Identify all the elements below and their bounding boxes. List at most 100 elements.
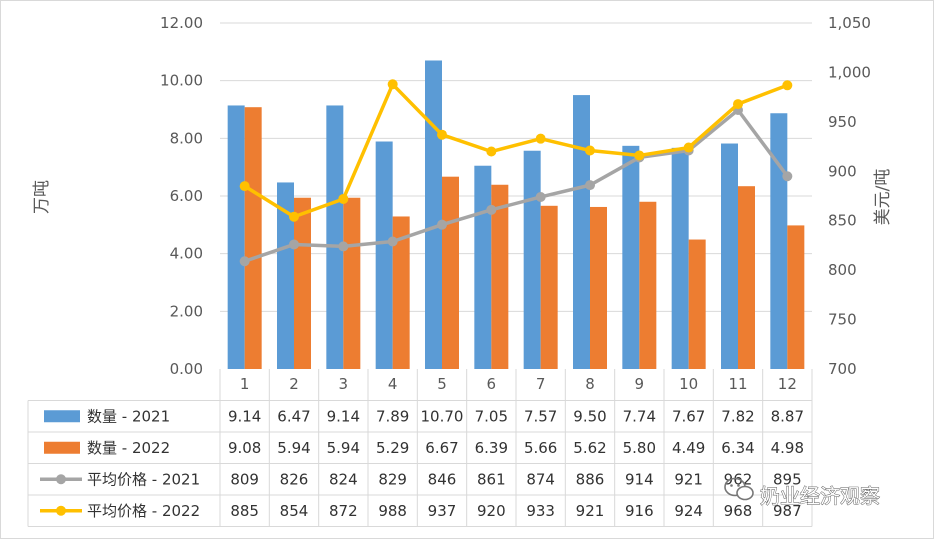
gridlines bbox=[220, 22, 812, 312]
table-cell: 10.70 bbox=[421, 407, 464, 425]
bar bbox=[277, 182, 294, 369]
table-cell: 6.67 bbox=[425, 439, 458, 457]
x-tick-label: 6 bbox=[487, 375, 497, 393]
table-cell: 5.80 bbox=[623, 439, 656, 457]
y-tick-label: 12.00 bbox=[160, 14, 203, 32]
bar bbox=[770, 113, 788, 369]
legend-label: 平均价格 - 2021 bbox=[87, 470, 200, 488]
right-axis-ticks: 700 750 800 850 900 950 1,000 1,050 bbox=[828, 14, 871, 378]
legend-swatch bbox=[44, 410, 80, 423]
bar bbox=[738, 186, 755, 369]
point bbox=[338, 193, 349, 204]
legend-label: 数量 - 2022 bbox=[87, 439, 170, 457]
y2-tick-label: 800 bbox=[828, 261, 857, 279]
x-tick-label: 11 bbox=[728, 375, 747, 393]
table-cell: 9.08 bbox=[228, 439, 261, 457]
bar bbox=[540, 205, 558, 369]
x-tick-label: 7 bbox=[536, 375, 546, 393]
legend-label: 数量 - 2021 bbox=[87, 407, 170, 425]
y-tick-label: 10.00 bbox=[160, 72, 203, 90]
y2-axis-title: 美元/吨 bbox=[873, 169, 893, 226]
bar bbox=[491, 184, 509, 369]
watermark-icon bbox=[724, 477, 754, 501]
table-cell: 895 bbox=[773, 470, 802, 488]
legend-swatch bbox=[44, 441, 80, 454]
x-tick-label: 10 bbox=[679, 375, 698, 393]
x-tick-label: 12 bbox=[778, 375, 797, 393]
table-cell: 924 bbox=[674, 502, 703, 520]
y-tick-label: 8.00 bbox=[170, 129, 203, 147]
point bbox=[634, 150, 645, 161]
bar bbox=[244, 107, 262, 370]
series-line bbox=[244, 108, 789, 263]
table-cell: 9.50 bbox=[573, 407, 606, 425]
table-cell: 5.94 bbox=[327, 439, 360, 457]
x-tick-label: 3 bbox=[339, 375, 349, 393]
table-cell: 4.98 bbox=[771, 439, 804, 457]
point bbox=[585, 145, 595, 156]
table-cell: 885 bbox=[230, 502, 259, 520]
y-tick-label: 2.00 bbox=[170, 302, 203, 320]
table-cell: 8.87 bbox=[771, 407, 804, 425]
y2-tick-label: 700 bbox=[828, 360, 857, 378]
bar bbox=[671, 147, 689, 369]
table-cell: 4.49 bbox=[672, 439, 705, 457]
bar bbox=[622, 145, 640, 369]
point bbox=[289, 211, 299, 222]
point bbox=[733, 99, 743, 110]
point bbox=[535, 133, 546, 144]
table-cell: 9.14 bbox=[228, 407, 261, 425]
table-cell: 9.14 bbox=[327, 407, 360, 425]
point bbox=[338, 241, 349, 252]
table-cell: 861 bbox=[477, 470, 506, 488]
bar bbox=[573, 95, 590, 369]
y2-tick-label: 850 bbox=[828, 212, 857, 230]
y-tick-label: 0.00 bbox=[170, 360, 203, 378]
point bbox=[585, 180, 595, 191]
table-cell: 914 bbox=[625, 470, 654, 488]
point bbox=[535, 191, 546, 202]
bar bbox=[523, 150, 541, 369]
point bbox=[239, 181, 250, 192]
left-axis-ticks: 0.00 2.00 4.00 6.00 8.00 10.00 12.00 bbox=[160, 14, 203, 378]
table-cell: 809 bbox=[230, 470, 259, 488]
bar bbox=[294, 197, 311, 369]
x-tick-label: 5 bbox=[437, 375, 447, 393]
table-cell: 7.57 bbox=[524, 407, 557, 425]
bar bbox=[227, 105, 245, 370]
point bbox=[437, 219, 447, 230]
bar bbox=[787, 225, 805, 369]
watermark-text: 奶业经济观察 bbox=[760, 484, 880, 508]
bar bbox=[343, 197, 361, 369]
table-cell: 5.66 bbox=[524, 439, 557, 457]
point bbox=[486, 204, 497, 215]
table-cell: 824 bbox=[329, 470, 358, 488]
table-cell: 916 bbox=[625, 502, 654, 520]
bar bbox=[392, 216, 410, 369]
table-cell: 886 bbox=[576, 470, 605, 488]
table-cell: 937 bbox=[428, 502, 457, 520]
bar bbox=[375, 141, 393, 369]
bar bbox=[721, 143, 738, 369]
table-cell: 920 bbox=[477, 502, 506, 520]
y2-tick-label: 1,050 bbox=[828, 14, 871, 32]
y-tick-label: 4.00 bbox=[170, 245, 203, 263]
table-cell: 5.94 bbox=[277, 439, 310, 457]
table-cell: 7.74 bbox=[623, 407, 656, 425]
table-cell: 6.39 bbox=[475, 439, 508, 457]
legend-marker bbox=[56, 474, 66, 485]
point bbox=[239, 256, 250, 267]
table-cell: 987 bbox=[773, 502, 802, 520]
table-cell: 854 bbox=[280, 502, 309, 520]
y2-tick-label: 900 bbox=[828, 162, 857, 180]
point bbox=[437, 129, 447, 140]
y-axis-title: 万吨 bbox=[32, 180, 52, 214]
point bbox=[486, 146, 497, 157]
bar bbox=[688, 239, 706, 369]
table-cell: 6.47 bbox=[277, 407, 310, 425]
watermark: 奶业经济观察 bbox=[724, 477, 880, 508]
bar bbox=[425, 60, 442, 369]
table-cell: 6.34 bbox=[721, 439, 754, 457]
bar bbox=[590, 206, 607, 369]
